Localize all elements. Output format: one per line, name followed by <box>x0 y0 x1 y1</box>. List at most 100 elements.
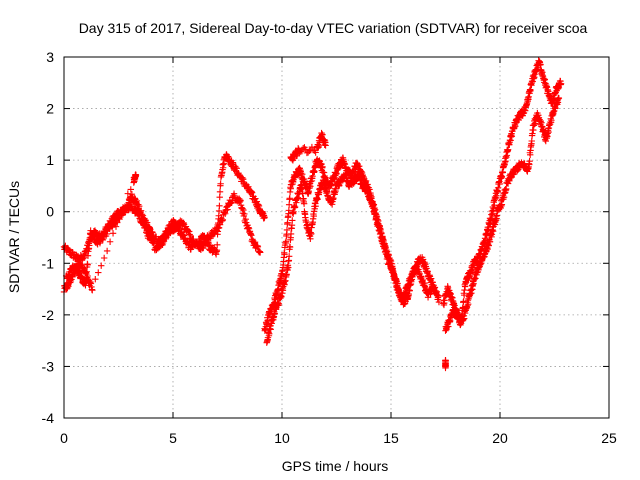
data-point <box>287 230 295 238</box>
data-point <box>498 201 506 208</box>
series-track-a <box>60 151 268 264</box>
data-point <box>368 195 375 202</box>
data-point <box>98 262 105 269</box>
data-point <box>216 188 224 195</box>
x-tick-label: 15 <box>383 430 399 446</box>
data-point <box>307 235 314 243</box>
series-track-c <box>62 171 140 294</box>
data-point <box>312 203 319 210</box>
data-point <box>248 189 256 196</box>
data-point <box>136 202 143 210</box>
data-point <box>460 315 468 322</box>
data-point <box>285 201 293 208</box>
data-point <box>356 163 363 170</box>
data-point <box>220 160 228 167</box>
data-point <box>240 206 247 214</box>
data-point <box>281 251 288 258</box>
x-tick-label: 25 <box>601 430 617 446</box>
data-point <box>460 298 467 305</box>
data-point <box>529 78 536 85</box>
data-point <box>291 203 299 211</box>
data-point <box>552 105 559 112</box>
data-point <box>283 226 291 234</box>
data-point <box>114 219 121 226</box>
y-tick-label: -1 <box>42 255 55 271</box>
data-point <box>95 269 102 276</box>
data-point <box>278 293 285 301</box>
data-point <box>318 160 325 168</box>
data-point <box>216 193 223 201</box>
data-point <box>384 253 392 261</box>
data-point <box>285 264 292 271</box>
data-point <box>84 261 91 268</box>
data-point <box>526 157 533 165</box>
data-point <box>482 237 489 244</box>
plot-frame <box>63 56 610 419</box>
data-point <box>555 94 563 102</box>
data-point <box>489 210 496 217</box>
data-point <box>103 247 111 255</box>
data-point <box>485 242 492 249</box>
x-tick-label: 10 <box>274 430 290 446</box>
data-point <box>435 292 442 300</box>
data-point <box>285 207 293 214</box>
data-point <box>503 185 510 193</box>
data-point <box>106 238 114 245</box>
x-tick-label: 0 <box>60 430 68 446</box>
y-tick-label: -2 <box>42 307 55 323</box>
y-tick-label: 3 <box>46 49 54 65</box>
data-point <box>89 286 96 294</box>
data-point <box>449 294 456 302</box>
data-point <box>251 238 259 246</box>
y-tick-label: 1 <box>46 152 54 168</box>
data-point <box>92 275 99 283</box>
data-point <box>493 192 500 199</box>
data-point <box>442 357 449 365</box>
data-point <box>482 248 490 256</box>
chart-title: Day 315 of 2017, Sidereal Day-to-day VTE… <box>79 20 588 36</box>
data-point <box>271 310 279 318</box>
data-point <box>67 279 74 286</box>
data-point <box>115 215 123 223</box>
data-point <box>362 177 370 185</box>
series-track-g <box>440 57 565 329</box>
data-point <box>100 254 108 262</box>
x-tick-label: 5 <box>169 430 177 446</box>
data-point <box>263 321 271 328</box>
data-point <box>322 142 329 149</box>
y-axis-label: SDTVAR / TECUs <box>6 181 22 293</box>
data-point <box>267 326 274 333</box>
data-point <box>298 147 306 155</box>
data-point <box>299 190 307 197</box>
data-point <box>285 253 293 260</box>
data-point <box>127 186 135 193</box>
x-tick-label: 20 <box>492 430 508 446</box>
data-point <box>132 171 140 179</box>
data-point <box>282 277 289 284</box>
data-point <box>491 201 498 209</box>
data-point <box>409 273 416 281</box>
data-point <box>372 209 379 217</box>
data-point <box>282 238 290 245</box>
data-point <box>541 76 549 83</box>
data-point <box>286 195 293 202</box>
y-tick-label: -3 <box>42 358 55 374</box>
data-point <box>496 180 503 188</box>
data-point <box>300 200 308 207</box>
x-axis-label: GPS time / hours <box>282 458 389 474</box>
series-track-e <box>263 170 436 346</box>
y-tick-label: -4 <box>42 410 55 426</box>
data-point <box>557 80 565 87</box>
data-point <box>528 137 535 145</box>
data-point <box>408 276 415 283</box>
data-point <box>121 203 129 210</box>
data-point <box>445 323 452 330</box>
data-point <box>537 61 544 68</box>
data-point <box>261 214 268 221</box>
data-point <box>485 226 492 233</box>
series-track-i <box>442 356 449 372</box>
data-point <box>429 284 436 291</box>
data-point <box>214 241 221 249</box>
data-point <box>286 243 294 251</box>
